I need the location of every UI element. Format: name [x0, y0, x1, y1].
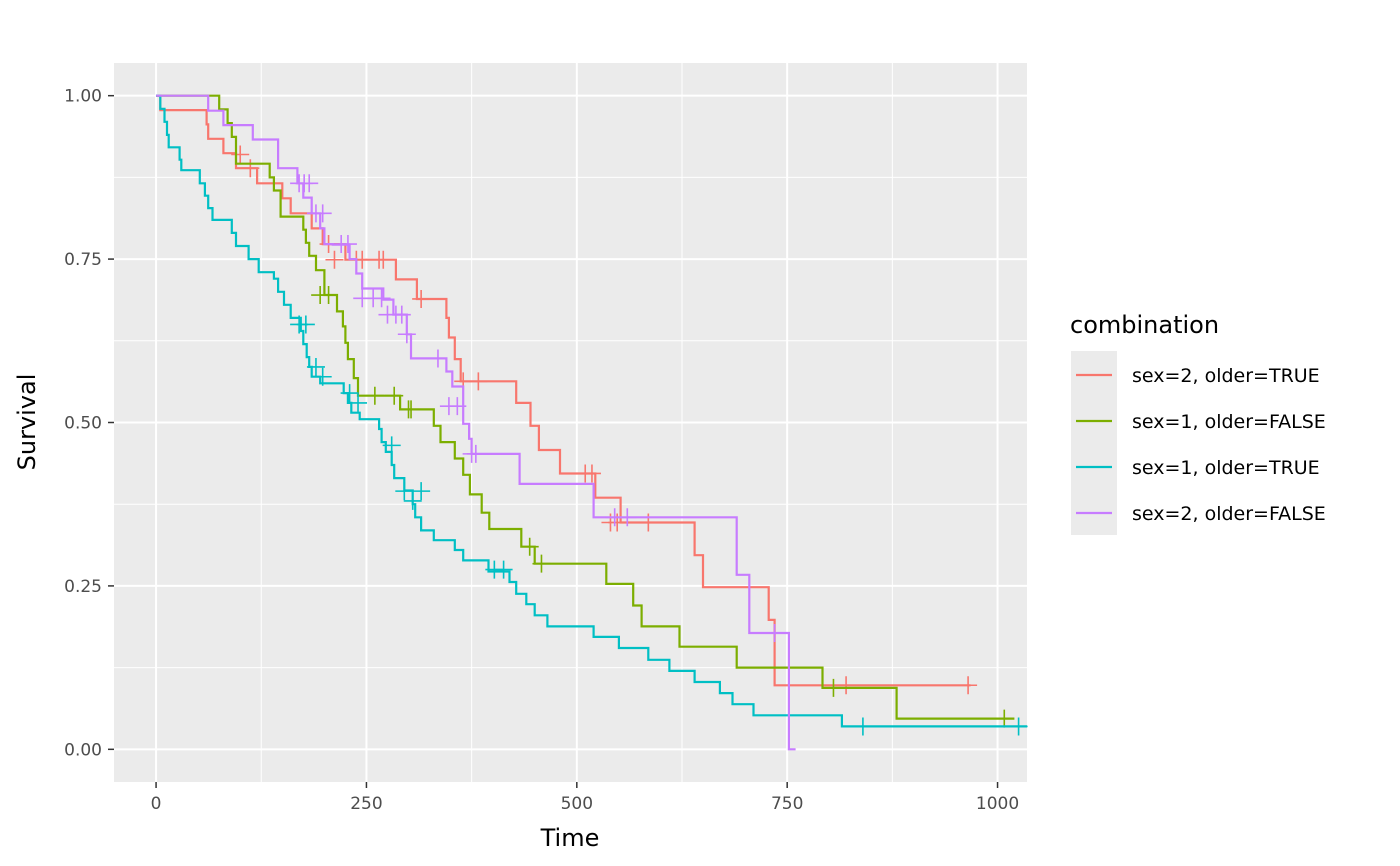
censor-mark: [403, 491, 422, 510]
censor-mark: [995, 709, 1014, 728]
censor-mark: [412, 289, 431, 308]
censor-mark: [374, 250, 393, 269]
censor-mark: [325, 250, 344, 269]
censor-mark: [313, 367, 332, 386]
y-tick-label: 1.00: [64, 87, 102, 107]
censor-mark: [313, 204, 332, 223]
censor-mark: [296, 315, 315, 334]
censor-mark: [837, 676, 856, 695]
censor-mark: [231, 145, 250, 164]
censor-mark: [338, 235, 357, 254]
legend: combination sex=2, older=TRUE sex=1, olde…: [1070, 311, 1326, 535]
survival-curve: [156, 94, 1027, 728]
series-4: [156, 94, 796, 751]
censor-mark: [520, 537, 539, 556]
x-axis-title: Time: [540, 824, 600, 852]
series-layer: [156, 94, 1028, 751]
grid-major: [114, 63, 1027, 782]
censor-mark: [466, 444, 485, 463]
y-tick-label: 0.25: [64, 577, 102, 597]
x-tick-label: 0: [151, 794, 162, 814]
y-tick-label: 0.75: [64, 250, 102, 270]
censor-mark: [824, 678, 843, 697]
legend-label: sex=2, older=FALSE: [1132, 503, 1326, 525]
censor-mark: [582, 464, 601, 483]
x-tick-label: 250: [350, 794, 382, 814]
censor-mark: [372, 289, 391, 308]
censor-mark: [618, 508, 637, 527]
legend-key-background: [1071, 351, 1117, 535]
censor-mark: [306, 357, 325, 376]
survival-curve: [156, 94, 796, 751]
censor-mark: [300, 174, 319, 193]
x-tick-label: 1000: [976, 794, 1019, 814]
x-axis: 0 250 500 750 1000: [151, 782, 1019, 814]
censor-mark: [402, 400, 421, 419]
y-axis-title: Survival: [13, 374, 41, 471]
censor-mark: [412, 482, 431, 501]
censor-mark: [382, 436, 401, 455]
censor-mark: [853, 717, 872, 736]
censor-mark: [469, 372, 488, 391]
series-3: [156, 94, 1028, 736]
censor-mark: [448, 397, 467, 416]
x-tick-label: 500: [561, 794, 593, 814]
censor-mark: [340, 384, 359, 403]
censor-mark: [765, 623, 784, 642]
y-tick-label: 0.50: [64, 414, 102, 434]
censor-mark: [385, 386, 404, 405]
legend-label: sex=2, older=TRUE: [1132, 365, 1320, 387]
censor-mark: [319, 286, 338, 305]
legend-label: sex=1, older=FALSE: [1132, 411, 1326, 433]
legend-title: combination: [1070, 311, 1219, 339]
censor-mark: [494, 560, 513, 579]
y-axis: 0.00 0.25 0.50 0.75 1.00: [64, 87, 114, 760]
censor-mark: [241, 159, 260, 178]
legend-label: sex=1, older=TRUE: [1132, 457, 1320, 479]
censor-mark: [397, 325, 416, 344]
x-tick-label: 750: [771, 794, 803, 814]
censor-mark: [959, 676, 978, 695]
censor-mark: [532, 554, 551, 573]
censor-mark: [392, 305, 411, 324]
censor-mark: [428, 349, 447, 368]
censor-mark: [395, 482, 414, 501]
censor-mark: [349, 393, 368, 412]
censor-mark: [1009, 717, 1028, 736]
censor-mark: [365, 386, 384, 405]
y-tick-label: 0.00: [64, 740, 102, 760]
